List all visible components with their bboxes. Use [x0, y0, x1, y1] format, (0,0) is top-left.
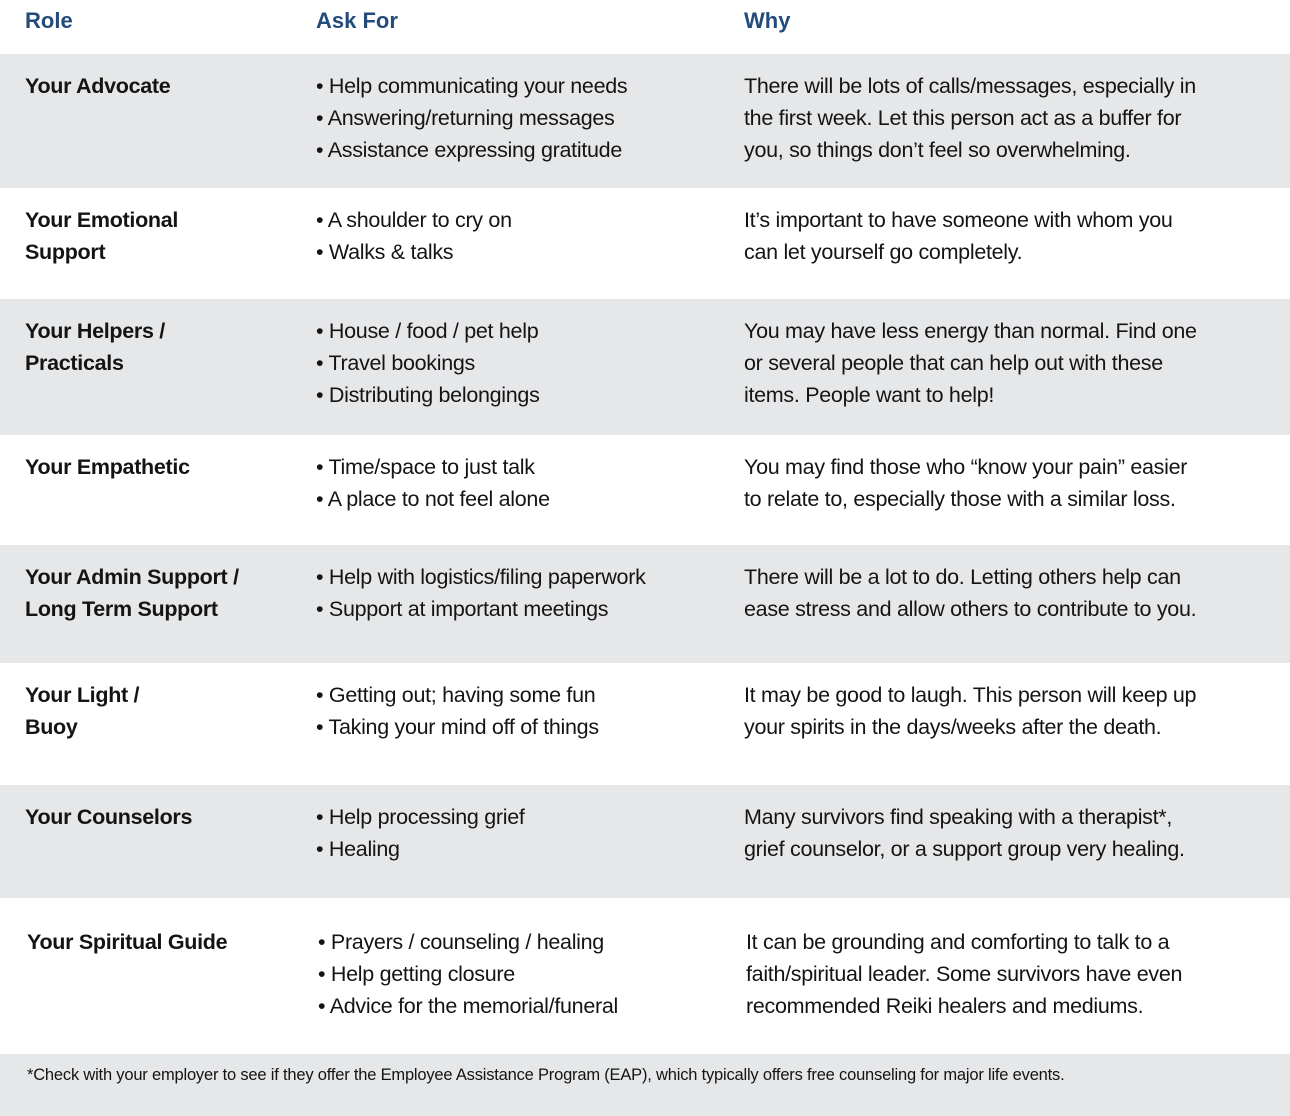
ask-list: House / food / pet helpTravel bookingsDi… — [316, 315, 540, 411]
ask-for-cell: Help communicating your needsAnswering/r… — [316, 70, 628, 166]
role-cell: Your Counselors — [25, 805, 193, 829]
header-ask-for: Ask For — [316, 8, 398, 33]
ask-item: House / food / pet help — [316, 315, 540, 347]
why-cell: You may find those who “know your pain” … — [744, 455, 1188, 511]
role-cell: Your Emotional Support — [25, 208, 179, 264]
ask-for-cell: A shoulder to cry onWalks & talks — [316, 204, 512, 268]
table-row: Your Empathetic Time/space to just talkA… — [0, 435, 1290, 545]
role-cell: Your Advocate — [25, 74, 171, 98]
role-cell: Your Spiritual Guide — [27, 930, 228, 954]
table-row: Your Spiritual Guide Prayers / counselin… — [0, 898, 1290, 1054]
ask-item: Advice for the memorial/funeral — [318, 990, 619, 1022]
table-row: Your Admin Support / Long Term Support H… — [0, 545, 1290, 663]
ask-item: Taking your mind off of things — [316, 711, 600, 743]
ask-list: Prayers / counseling / healingHelp getti… — [318, 926, 619, 1022]
ask-item: Prayers / counseling / healing — [318, 926, 618, 958]
role-cell: Your Light / Buoy — [25, 683, 140, 739]
ask-for-cell: Time/space to just talkA place to not fe… — [316, 451, 550, 515]
table-row: Your Light / Buoy Getting out; having so… — [0, 663, 1290, 785]
table-row: Your Advocate Help communicating your ne… — [0, 54, 1290, 188]
ask-item: Travel bookings — [316, 347, 540, 379]
why-cell: It’s important to have someone with whom… — [744, 208, 1173, 264]
ask-item: Help getting closure — [318, 958, 618, 990]
role-cell: Your Helpers / Practicals — [25, 319, 165, 375]
ask-for-cell: Prayers / counseling / healingHelp getti… — [318, 926, 619, 1022]
ask-item: Help processing grief — [316, 801, 525, 833]
ask-item: Support at important meetings — [316, 593, 646, 625]
table-row: Your Counselors Help processing griefHea… — [0, 785, 1290, 898]
ask-item: Healing — [316, 833, 525, 865]
ask-item: Help with logistics/filing paperwork — [316, 561, 646, 593]
ask-item: Walks & talks — [316, 236, 512, 268]
why-cell: You may have less energy than normal. Fi… — [744, 319, 1197, 407]
ask-for-cell: Help with logistics/filing paperworkSupp… — [316, 561, 646, 625]
why-cell: There will be a lot to do. Letting other… — [744, 565, 1197, 621]
header-role: Role — [25, 8, 73, 33]
why-cell: Many survivors find speaking with a ther… — [744, 805, 1185, 861]
ask-for-cell: Getting out; having some funTaking your … — [316, 679, 600, 743]
table-row: Your Helpers / Practicals House / food /… — [0, 299, 1290, 435]
table-header: Role Ask For Why — [0, 0, 1290, 54]
ask-item: Getting out; having some fun — [316, 679, 599, 711]
ask-for-cell: House / food / pet helpTravel bookingsDi… — [316, 315, 540, 411]
ask-item: Help communicating your needs — [316, 70, 628, 102]
header-why: Why — [744, 8, 791, 33]
ask-item: A place to not feel alone — [316, 483, 550, 515]
ask-list: Time/space to just talkA place to not fe… — [316, 451, 550, 515]
ask-item: Time/space to just talk — [316, 451, 550, 483]
role-cell: Your Admin Support / Long Term Support — [25, 565, 239, 621]
ask-list: Help communicating your needsAnswering/r… — [316, 70, 628, 166]
role-cell: Your Empathetic — [25, 455, 190, 479]
ask-list: Help with logistics/filing paperworkSupp… — [316, 561, 646, 625]
ask-for-cell: Help processing griefHealing — [316, 801, 525, 865]
ask-item: Assistance expressing gratitude — [316, 134, 627, 166]
ask-item: Answering/returning messages — [316, 102, 627, 134]
ask-list: Help processing griefHealing — [316, 801, 525, 865]
table-row: Your Emotional Support A shoulder to cry… — [0, 188, 1290, 299]
ask-list: Getting out; having some funTaking your … — [316, 679, 600, 743]
ask-list: A shoulder to cry onWalks & talks — [316, 204, 512, 268]
footnote-text: *Check with your employer to see if they… — [27, 1066, 1065, 1084]
ask-item: Distributing belongings — [316, 379, 540, 411]
footnote: *Check with your employer to see if they… — [0, 1054, 1290, 1116]
ask-item: A shoulder to cry on — [316, 204, 512, 236]
why-cell: It may be good to laugh. This person wil… — [744, 683, 1197, 739]
why-cell: It can be grounding and comforting to ta… — [746, 930, 1183, 1018]
why-cell: There will be lots of calls/messages, es… — [744, 74, 1196, 162]
